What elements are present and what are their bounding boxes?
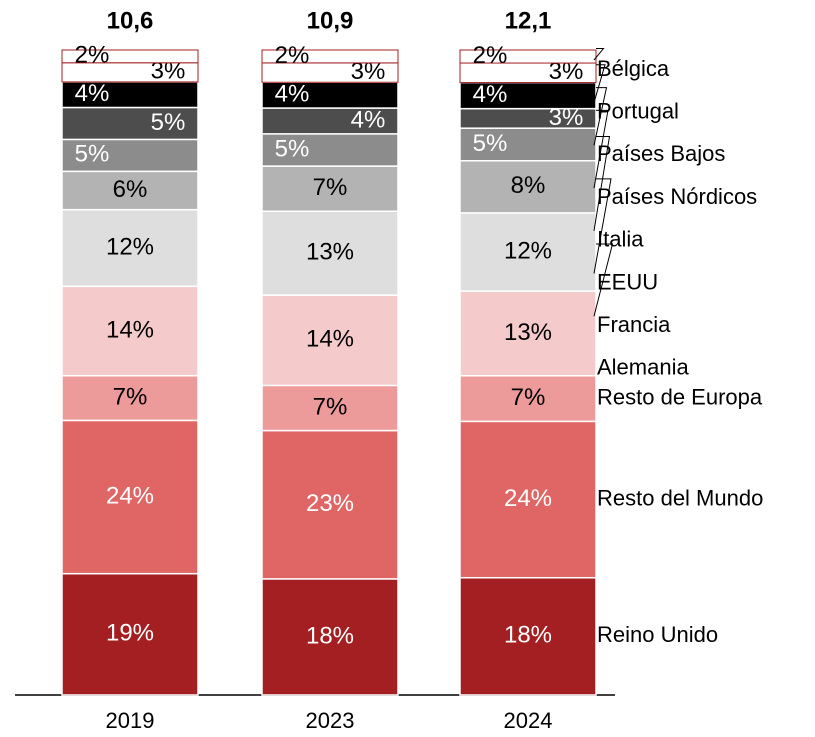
bar-segment <box>261 49 399 64</box>
value-label: 19% <box>106 620 154 647</box>
bar-segment <box>459 420 597 579</box>
value-label: 5% <box>151 109 186 136</box>
x-tick-label: 2019 <box>106 708 155 733</box>
leader-line <box>593 87 608 146</box>
value-label: 24% <box>504 485 552 512</box>
total-label: 10,9 <box>307 7 354 34</box>
value-label: 2% <box>275 42 310 69</box>
value-label: 4% <box>473 81 508 108</box>
legend-label: EEUU <box>597 269 658 294</box>
bar-segment <box>459 212 597 292</box>
bar-segment <box>61 572 199 696</box>
legend-label: Reino Unido <box>597 622 718 647</box>
value-label: 18% <box>306 622 354 649</box>
value-label: 12% <box>504 237 552 264</box>
value-label: 13% <box>306 239 354 266</box>
value-label: 5% <box>473 130 508 157</box>
legend-label: Alemania <box>597 355 689 380</box>
value-label: 14% <box>106 316 154 343</box>
bar-segment <box>459 81 597 110</box>
legend-label: Resto de Europa <box>597 384 763 409</box>
value-label: 13% <box>504 319 552 346</box>
bar-segment <box>459 290 597 377</box>
total-label: 10,6 <box>107 7 154 34</box>
bar-segment <box>61 419 199 575</box>
value-label: 7% <box>511 384 546 411</box>
value-label: 7% <box>313 393 348 420</box>
value-label: 23% <box>306 490 354 517</box>
legend-label: Bélgica <box>597 56 670 81</box>
value-label: 14% <box>306 326 354 353</box>
bar-segment <box>61 106 199 141</box>
value-label: 2% <box>473 42 508 69</box>
value-label: 7% <box>313 174 348 201</box>
value-label: 4% <box>75 80 110 107</box>
value-label: 4% <box>275 80 310 107</box>
bar-segment <box>261 133 399 167</box>
value-label: 18% <box>504 622 552 649</box>
value-label: 6% <box>113 176 148 203</box>
total-label: 12,1 <box>505 7 552 34</box>
legend-label: Países Nórdicos <box>597 184 757 209</box>
bar-segment <box>459 49 597 64</box>
leader-line <box>593 178 612 274</box>
bar-segment <box>261 578 399 696</box>
value-label: 4% <box>351 106 386 133</box>
value-label: 5% <box>275 135 310 162</box>
bar-segment <box>61 138 199 173</box>
value-label: 2% <box>75 42 110 69</box>
leader-line <box>593 64 606 103</box>
bar-segment <box>459 576 597 696</box>
bar-segment <box>261 429 399 580</box>
legend-label: Países Bajos <box>597 141 725 166</box>
bar-segment <box>61 285 199 377</box>
value-label: 5% <box>75 141 110 168</box>
leader-line <box>593 243 614 317</box>
bar-segment <box>61 170 199 211</box>
bar-segment <box>261 384 399 432</box>
leader-line <box>593 135 611 231</box>
bar-segment <box>61 49 199 64</box>
value-label: 24% <box>106 482 154 509</box>
x-tick-label: 2023 <box>306 708 355 733</box>
leader-line <box>593 48 605 61</box>
legend-label: Italia <box>597 227 644 252</box>
value-label: 8% <box>511 172 546 199</box>
legend-label: Resto del Mundo <box>597 485 763 510</box>
legend-label: Francia <box>597 312 671 337</box>
bar-segment <box>61 208 199 288</box>
legend-label: Portugal <box>597 99 679 124</box>
leader-line <box>593 109 609 189</box>
value-label: 7% <box>113 383 148 410</box>
bar-segment <box>261 294 399 387</box>
x-tick-label: 2024 <box>504 708 553 733</box>
bar-segment <box>261 107 399 135</box>
bar-segment <box>61 81 199 109</box>
value-label: 12% <box>106 233 154 260</box>
